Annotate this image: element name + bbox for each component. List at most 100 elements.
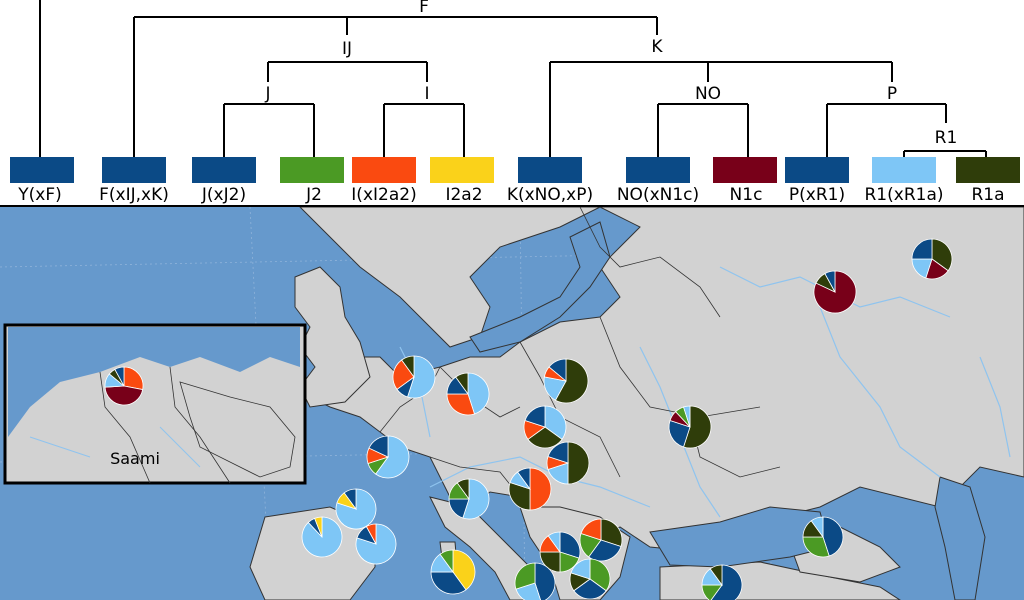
legend-swatch — [518, 157, 582, 183]
pie-chart-bulgaria — [579, 518, 623, 562]
pie-charts — [301, 238, 953, 600]
node-label-p: P — [887, 84, 897, 104]
pie-chart-volga-east — [911, 238, 953, 280]
pie-slice-anatolia-0 — [710, 564, 743, 600]
pie-slice-germany-1 — [446, 393, 475, 416]
legend-swatch — [102, 157, 166, 183]
pie-slice-caucasus-0 — [822, 516, 844, 557]
pie-slice-germany-0 — [467, 372, 490, 415]
pie-slice-italy-north-3 — [456, 478, 470, 501]
pie-slice-bulgaria-1 — [588, 539, 622, 562]
pie-slice-croatia-3 — [517, 467, 531, 491]
pie-slice-poland-3 — [548, 358, 567, 382]
node-label-r1: R1 — [935, 128, 958, 148]
legend-label: Y(xF) — [17, 185, 62, 205]
pie-chart-anatolia — [701, 564, 743, 600]
node-label-f: F — [419, 0, 429, 17]
pie-slice-czechia-0 — [544, 405, 567, 440]
pie-chart-basque — [301, 516, 343, 558]
pie-slice-saami-1 — [104, 385, 144, 406]
pie-slice-czechia-1 — [527, 426, 563, 449]
pie-chart-netherlands — [392, 355, 436, 399]
legend-label: R1a — [971, 185, 1004, 205]
pie-chart-czechia — [523, 405, 567, 449]
legend-swatch — [872, 157, 936, 183]
node-label-i: I — [424, 84, 429, 104]
node-label-ij: IJ — [342, 39, 352, 59]
legend-label: J(xJ2) — [201, 185, 246, 205]
legend-swatch — [713, 157, 777, 183]
caspian-sea — [934, 476, 986, 600]
legend-swatch — [430, 157, 494, 183]
pie-chart-italy-north — [448, 478, 490, 520]
legend-label: I2a2 — [445, 185, 482, 205]
legend-label: I(xI2a2) — [351, 185, 416, 205]
pie-slice-germany-3 — [455, 372, 469, 396]
pie-slice-greece-east-1 — [573, 578, 607, 600]
legend-swatch — [956, 157, 1020, 183]
pie-slice-croatia-0 — [529, 467, 552, 511]
pie-chart-france-north — [366, 435, 410, 479]
pie-slice-catalonia-2 — [365, 523, 377, 545]
saami-inset: Saami — [3, 323, 307, 485]
tree-branches — [0, 0, 1024, 207]
pie-slice-hungary-3 — [547, 441, 569, 464]
pie-chart-poland — [543, 358, 589, 404]
pie-slice-caucasus-3 — [810, 516, 824, 539]
pie-chart-greece-east — [569, 558, 611, 600]
pie-slice-sardinia-3 — [439, 549, 454, 574]
legend-swatch — [10, 157, 74, 183]
legend-swatch — [785, 157, 849, 183]
pie-slice-greece-west-2 — [514, 562, 536, 590]
pie-slice-poland-0 — [554, 358, 589, 404]
legend-label: K(xNO,xP) — [507, 185, 593, 205]
pie-chart-russia-central — [813, 270, 857, 314]
pie-chart-saami — [104, 366, 144, 406]
pie-slice-croatia-1 — [508, 482, 531, 511]
legend-label: J2 — [305, 185, 322, 205]
node-label-no: NO — [695, 84, 721, 104]
pie-slice-bulgaria-3 — [580, 518, 602, 541]
pie-slice-russia-central-2 — [824, 270, 836, 293]
pie-slice-greece-east-0 — [589, 558, 611, 592]
pie-chart-hungary — [546, 441, 590, 485]
pie-chart-catalonia — [355, 523, 397, 565]
pie-chart-serbia — [539, 531, 581, 573]
pie-chart-germany — [446, 372, 490, 416]
pie-slice-anatolia-3 — [709, 564, 723, 587]
pie-chart-greece-west — [514, 562, 556, 600]
inset-label-saami: Saami — [110, 449, 160, 468]
legend-label: NO(xN1c) — [617, 185, 699, 205]
baltic-sea — [469, 221, 611, 353]
haplogroup-tree: F IJ K J I NO P R1 Y(xF) F(xIJ,xK) J(xJ2) J… — [0, 0, 1024, 207]
pie-slice-volga-east-0 — [931, 238, 953, 272]
legend-swatch — [352, 157, 416, 183]
pie-chart-sardinia — [430, 549, 476, 595]
pie-slice-basque-2 — [314, 516, 323, 538]
legend-label: P(xR1) — [789, 185, 845, 205]
legend-swatch — [192, 157, 256, 183]
tree-node-labels: F IJ K J I NO P R1 — [264, 0, 957, 148]
pie-slice-saami-0 — [123, 366, 144, 391]
pie-chart-caucasus — [802, 516, 844, 558]
pie-slice-hungary-0 — [567, 441, 590, 485]
pie-chart-croatia — [508, 467, 552, 511]
pie-slice-france-north-0 — [375, 435, 410, 479]
node-label-k: K — [651, 37, 663, 57]
pie-slice-serbia-0 — [559, 531, 581, 559]
haplogroup-legend: Y(xF) F(xIJ,xK) J(xJ2) J2 I(xI2a2) I2a2 K(xNO,… — [10, 157, 1020, 205]
pie-slice-caucasus-1 — [802, 536, 830, 558]
pie-slice-ukraine-1 — [668, 420, 691, 448]
pie-chart-ukraine — [668, 405, 712, 449]
pie-slice-saami-4 — [114, 366, 125, 387]
pie-chart-france-south — [335, 488, 377, 530]
pie-slice-sardinia-0 — [452, 549, 476, 591]
pie-slice-netherlands-2 — [392, 359, 415, 390]
legend-label: N1c — [730, 185, 763, 205]
europe-map: Saami — [0, 207, 1024, 600]
pie-slice-czechia-3 — [524, 405, 546, 428]
pie-slice-serbia-4 — [547, 531, 561, 554]
legend-label: R1(xR1a) — [865, 185, 944, 205]
pie-slice-france-south-2 — [343, 488, 357, 511]
